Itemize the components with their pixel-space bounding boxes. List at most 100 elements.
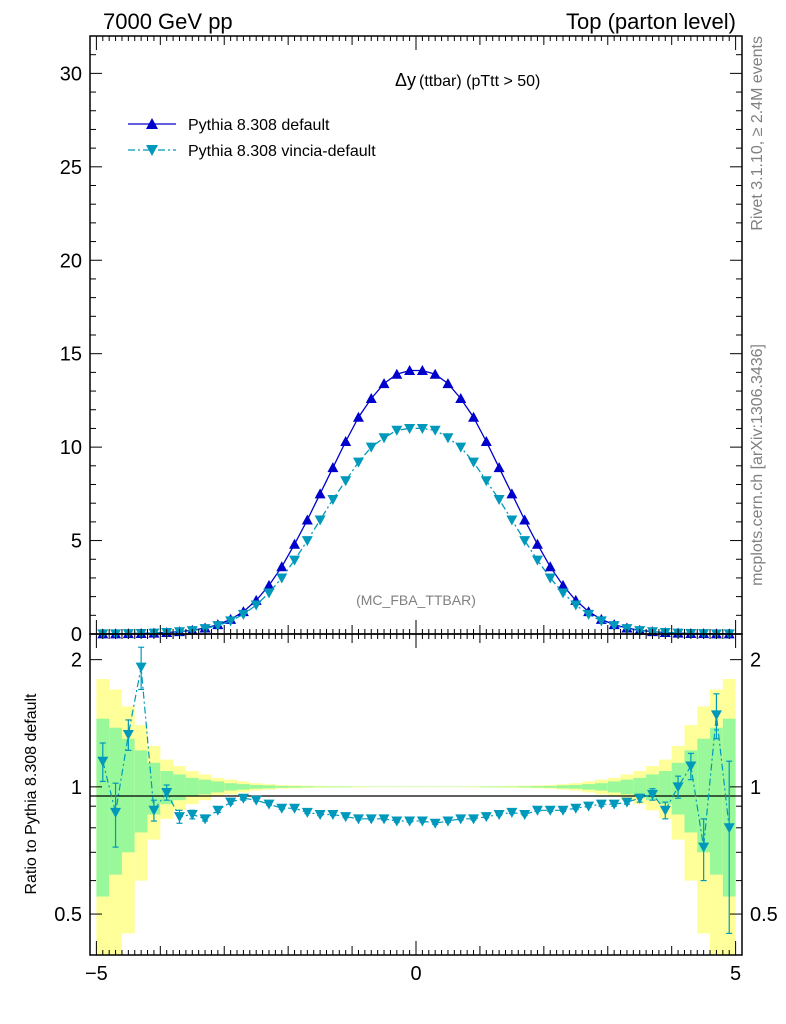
ratio-data-point [225,797,237,808]
main-y-tick-label: 10 [60,437,82,459]
ratio-data-point [493,810,505,821]
data-point-vincia [429,425,441,436]
ratio-data-point [672,782,684,793]
ratio-data-point [314,810,326,821]
uncertainty-band-inner [518,786,532,788]
data-point-default [519,514,531,525]
ratio-y-tick-label: 2 [71,650,82,672]
ratio-data-point [327,810,339,821]
data-point-default [493,462,505,473]
data-point-default [263,579,275,590]
uncertainty-band-inner [147,762,161,815]
data-point-vincia [531,555,543,566]
uncertainty-band-inner [658,771,672,805]
uncertainty-band-inner [300,786,314,788]
data-point-default [531,538,543,549]
uncertainty-band-inner [262,785,276,789]
uncertainty-band-inner [173,774,186,801]
ratio-data-point [698,842,710,853]
main-y-tick-label: 25 [60,157,82,179]
header-right: Top (parton level) [566,9,736,34]
uncertainty-band-inner [582,784,595,790]
ratio-data-point [391,816,403,827]
uncertainty-band-inner [313,786,327,788]
ratio-data-point [110,807,122,818]
uncertainty-band-inner [339,786,353,788]
ratio-data-point [583,801,595,812]
main-x-ticks [95,36,737,634]
uncertainty-band-inner [224,783,238,791]
main-title-symbol: Δy [395,70,416,90]
legend-label-default: Pythia 8.308 default [188,117,330,134]
ratio-data-point [647,789,659,800]
ratio-data-point [276,803,288,814]
data-point-default [557,579,569,590]
uncertainty-band-inner [543,785,557,788]
ratio-y-tick-label: 1 [71,777,82,799]
main-y-tick-label: 15 [60,344,82,366]
data-point-vincia [583,609,595,620]
ratio-data-point [416,816,428,827]
ratio-y-tick-label-right: 2 [750,650,761,672]
ratio-y-tick-label-right: 1 [750,777,761,799]
ratio-data-point [659,805,671,816]
ratio-data-point [365,814,377,825]
legend-entry-vincia: Pythia 8.308 vincia-default [128,143,376,160]
uncertainty-band-inner [237,784,250,790]
data-point-vincia [289,555,301,566]
ratio-y-tick-label-right: 0.5 [750,904,778,926]
mcplots-label: mcplots.cern.ch [arXiv:1306.3436] [749,344,766,586]
uncertainty-band-inner [505,786,519,788]
ratio-y-axis: 0.5 0.5 1 1 2 2 [54,650,778,956]
legend: Pythia 8.308 default Pythia 8.308 vincia… [128,117,376,160]
uncertainty-band-inner [185,777,199,797]
data-point-vincia [301,536,313,547]
data-point-default [327,462,339,473]
data-point-vincia [365,442,377,453]
ratio-data-point [634,793,646,804]
uncertainty-band-inner [607,781,621,793]
data-point-vincia [225,616,237,627]
ratio-data-point [608,799,620,810]
uncertainty-band-inner [275,785,289,788]
ratio-data-point [237,793,249,804]
data-point-vincia [327,494,339,505]
main-y-tick-label: 30 [60,63,82,85]
uncertainty-band-inner [594,783,608,791]
ratio-data-point [455,814,467,825]
data-point-default [276,561,288,572]
ratio-x-tick-label: 5 [730,963,741,985]
ratio-y-axis-label: Ratio to Pythia 8.308 default [23,693,40,895]
data-point-vincia [468,457,480,468]
ratio-data-point [531,805,543,816]
ratio-data-point [557,805,569,816]
ratio-data-point [161,787,173,798]
uncertainty-band-inner [492,786,506,788]
header-left: 7000 GeV pp [103,9,233,34]
main-y-axis: 0 5 10 15 20 25 30 [60,35,742,646]
ratio-data-point [519,810,531,821]
main-title: (ttbar) (pTtt > 50) [419,73,540,90]
uncertainty-band-inner [326,786,340,788]
uncertainty-band-inner [710,727,723,875]
data-point-vincia [493,494,505,505]
ratio-series-layer [97,646,735,934]
data-point-vincia [404,423,416,434]
ratio-panel: 0.5 0.5 1 1 2 2 −5 0 5 [54,633,778,985]
data-point-vincia [557,588,569,599]
ratio-x-axis: −5 0 5 [85,634,741,985]
ratio-y-tick-label: 0.5 [54,904,82,926]
ratio-data-point [352,814,364,825]
data-point-default [289,538,301,549]
main-y-tick-label: 0 [71,624,82,646]
ratio-data-point [148,805,160,816]
data-point-default [301,514,313,525]
ratio-data-point [595,799,607,810]
rivet-label: Rivet 3.1.10, ≥ 2.4M events [749,36,766,231]
uncertainty-band-inner [620,779,634,795]
ratio-data-point [621,797,633,808]
legend-entry-default: Pythia 8.308 default [128,117,330,134]
uncertainty-band-inner [134,750,148,833]
legend-marker-vincia [146,145,158,156]
data-point-default [455,393,467,404]
